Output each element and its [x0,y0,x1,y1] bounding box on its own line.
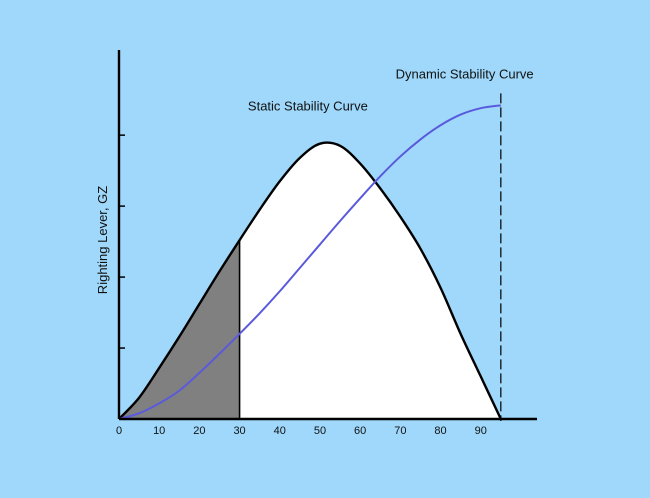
static-stability-curve [118,141,502,420]
x-tick-label: 90 [475,425,487,437]
x-tick-label: 20 [193,425,205,437]
dynamic-curve-label: Dynamic Stability Curve [396,66,534,81]
x-tick-label: 50 [314,425,326,437]
x-tick-label: 10 [153,425,165,437]
x-tick-label: 60 [354,425,366,437]
shaded-area [119,240,240,419]
x-tick-label: 0 [116,425,122,437]
x-tick-label: 40 [274,425,286,437]
x-tick-label: 80 [434,425,446,437]
dynamic-stability-curve [118,104,501,420]
x-tick-label: 30 [233,425,245,437]
static-curve-label: Static Stability Curve [248,98,368,113]
x-tick-label: 70 [394,425,406,437]
y-axis-title: Righting Lever, GZ [95,186,110,294]
